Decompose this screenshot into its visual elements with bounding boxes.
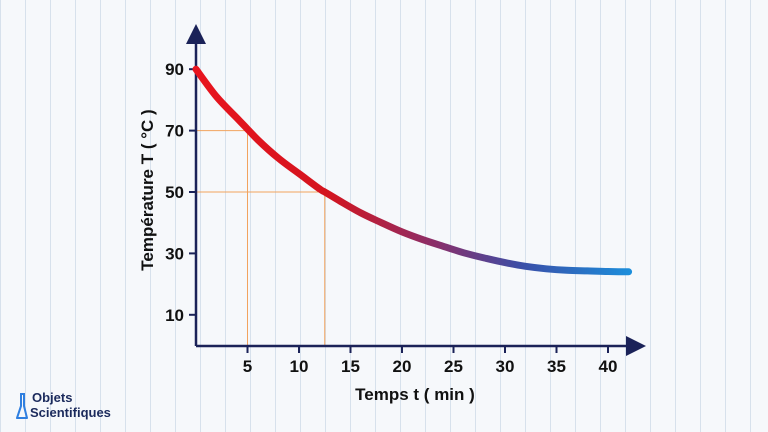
series <box>192 65 633 276</box>
brand-logo: Objets Scientifiques <box>16 390 146 424</box>
x-tick-label: 30 <box>496 357 515 376</box>
y-tick-label: 90 <box>165 60 184 79</box>
x-axis-title: Temps t ( min ) <box>355 385 475 404</box>
y-tick-label: 70 <box>165 122 184 141</box>
guide-lines <box>196 130 326 346</box>
x-tick-label: 20 <box>393 357 412 376</box>
logo-line-1: Objets <box>32 390 73 405</box>
flask-icon <box>16 393 28 419</box>
axes <box>186 24 646 356</box>
x-tick-label: 5 <box>243 357 252 376</box>
y-tick-label: 50 <box>165 183 184 202</box>
logo-line-2: Scientifiques <box>30 405 111 420</box>
series-line <box>192 65 633 276</box>
x-tick-label: 15 <box>341 357 360 376</box>
y-tick-label: 10 <box>165 306 184 325</box>
y-axis-title: Température T ( °C ) <box>138 109 157 270</box>
x-tick-label: 40 <box>599 357 618 376</box>
x-tick-label: 10 <box>290 357 309 376</box>
x-tick-label: 35 <box>547 357 566 376</box>
x-tick-label: 25 <box>444 357 463 376</box>
y-tick-label: 30 <box>165 244 184 263</box>
ticks: 5 10 15 20 25 30 35 40 10 30 50 70 90 <box>165 60 617 376</box>
